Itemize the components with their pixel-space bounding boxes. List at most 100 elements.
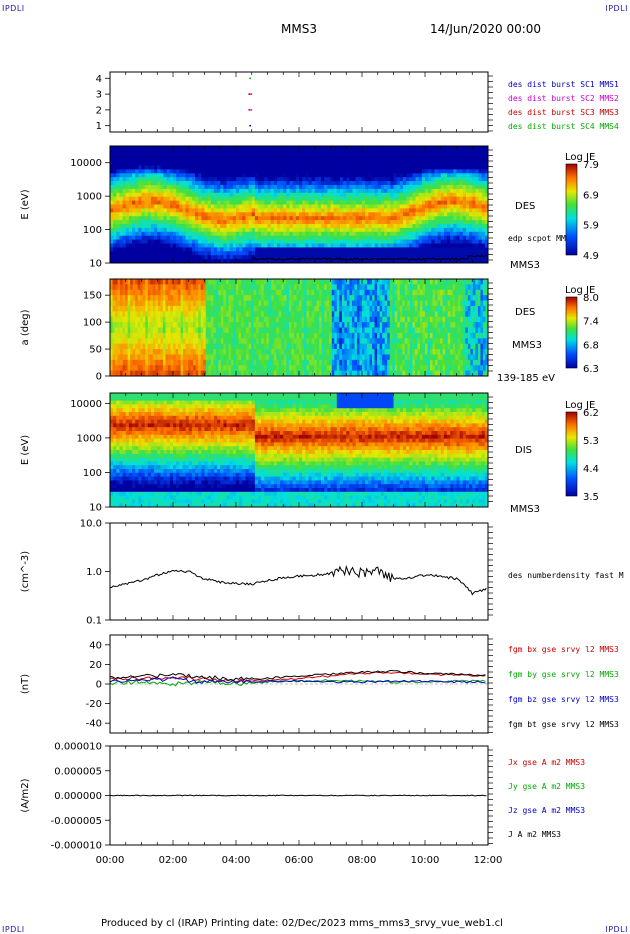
des-energy-panel-cell (280, 200, 284, 205)
des-energy-panel-cell (226, 255, 231, 260)
des-pitch-panel-cell (220, 365, 224, 372)
des-pitch-panel-cell (137, 305, 141, 312)
des-pitch-panel-cell (198, 343, 202, 350)
des-energy-panel-cell (273, 196, 278, 201)
des-energy-panel-cell (443, 204, 448, 209)
des-energy-panel-cell (355, 251, 360, 256)
des-energy-panel-cell (362, 227, 366, 233)
des-energy-panel-cell (179, 255, 183, 260)
des-energy-panel-cell (195, 243, 199, 248)
des-energy-panel-cell (191, 149, 196, 155)
des-pitch-panel-cell (258, 311, 262, 318)
des-energy-panel-cell (195, 255, 199, 260)
des-energy-panel-cell (179, 239, 183, 244)
des-energy-panel-cell (110, 239, 114, 244)
des-energy-panel-cell (217, 192, 221, 198)
des-energy-panel-cell (358, 188, 363, 194)
des-energy-panel-cell (258, 161, 262, 166)
des-energy-panel-cell (135, 231, 139, 237)
des-energy-panel-cell (465, 149, 470, 155)
des-energy-panel-cell (437, 169, 442, 174)
des-energy-panel-cell (210, 255, 215, 260)
des-energy-panel-cell (113, 227, 117, 233)
des-pitch-panel-cell (112, 316, 116, 323)
des-pitch-panel-cell (203, 289, 207, 296)
des-energy-panel-cell (412, 239, 416, 244)
des-energy-panel-cell (195, 239, 199, 244)
des-pitch-panel-cell (251, 311, 255, 318)
des-pitch-panel-cell (122, 279, 126, 285)
des-energy-panel-cell (295, 204, 300, 209)
des-energy-panel-cell (267, 259, 272, 264)
des-pitch-panel-cell (268, 284, 272, 291)
des-energy-panel-cell (160, 188, 164, 194)
des-energy-panel-cell (236, 146, 240, 151)
des-energy-panel-cell (135, 173, 139, 178)
des-energy-panel-cell (226, 192, 231, 198)
des-energy-panel-cell (144, 243, 149, 248)
des-pitch-panel-cell (208, 349, 212, 355)
des-pitch-panel-cell (276, 338, 280, 345)
des-energy-panel-cell (343, 227, 347, 233)
des-energy-panel-cell (409, 212, 413, 217)
des-pitch-panel-cell (112, 365, 116, 372)
des-energy-panel-cell (110, 153, 114, 159)
des-energy-panel-cell (191, 192, 196, 198)
des-energy-panel-cell (135, 161, 139, 166)
des-pitch-panel-cell (273, 343, 277, 350)
des-pitch-panel-cell (228, 284, 232, 291)
des-energy-panel-cell (119, 247, 123, 252)
des-energy-panel-cell (147, 161, 152, 166)
des-energy-panel-cell (141, 235, 146, 240)
des-energy-panel-cell (484, 243, 489, 248)
des-energy-panel-cell (399, 247, 404, 252)
des-energy-panel-cell (469, 204, 473, 209)
des-energy-panel-cell (393, 208, 398, 213)
des-energy-panel-cell (308, 149, 312, 155)
des-pitch-panel-cell (120, 289, 123, 296)
des-energy-panel-cell (450, 227, 454, 233)
des-energy-panel-cell (324, 153, 328, 159)
des-energy-panel-cell (264, 212, 268, 217)
des-pitch-panel-cell (125, 354, 129, 361)
des-pitch-panel-cell (137, 338, 141, 345)
des-pitch-panel-cell (152, 305, 156, 312)
des-energy-panel-cell (402, 243, 407, 248)
des-pitch-panel-cell (203, 365, 207, 372)
des-energy-panel-cell (173, 146, 177, 151)
des-energy-panel-cell (166, 153, 171, 159)
des-energy-panel-cell (113, 220, 117, 225)
des-pitch-panel-cell (220, 322, 224, 328)
des-pitch-panel-cell (147, 316, 151, 323)
des-energy-panel-cell (472, 224, 476, 229)
des-energy-panel-cell (453, 173, 457, 178)
des-energy-panel-cell (415, 255, 420, 260)
des-energy-panel-cell (213, 212, 218, 217)
des-energy-panel-cell (368, 196, 372, 201)
des-energy-panel-cell (302, 169, 306, 174)
des-energy-panel-cell (450, 220, 454, 225)
des-energy-panel-cell (232, 192, 237, 198)
des-pitch-panel-cell (183, 343, 186, 350)
des-energy-panel-cell (396, 231, 401, 237)
des-energy-panel-cell (314, 220, 319, 225)
des-energy-panel-cell (132, 247, 136, 252)
des-pitch-panel-cell (281, 343, 285, 350)
des-energy-panel-cell (195, 196, 199, 201)
des-energy-panel-cell (434, 188, 438, 194)
des-pitch-panel-cell (276, 349, 280, 355)
des-energy-panel-cell (409, 181, 413, 186)
des-energy-panel-cell (125, 255, 130, 260)
des-pitch-panel-cell (273, 338, 277, 345)
des-energy-panel-cell (352, 208, 357, 213)
des-energy-panel-cell (437, 208, 442, 213)
des-pitch-panel-cell (276, 284, 280, 291)
des-energy-panel-cell (119, 177, 123, 182)
des-pitch-panel-cell (110, 279, 113, 285)
des-energy-panel-cell (125, 235, 130, 240)
des-energy-panel-cell (150, 188, 155, 194)
des-pitch-panel-cell (241, 300, 244, 307)
des-energy-panel-cell (270, 196, 275, 201)
des-energy-panel-cell (333, 188, 338, 194)
des-pitch-panel-cell (170, 359, 174, 366)
